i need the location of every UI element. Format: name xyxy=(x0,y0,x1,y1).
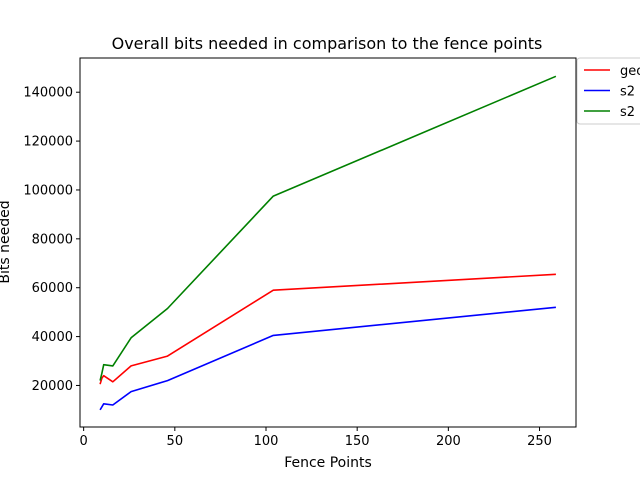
x-axis-label: Fence Points xyxy=(284,455,372,471)
x-tick-label: 50 xyxy=(167,434,184,449)
x-tick-label: 100 xyxy=(254,434,279,449)
y-tick-label: 140000 xyxy=(23,86,73,101)
series-line-2 xyxy=(99,306,556,411)
legend-label-1: geo xyxy=(620,64,640,79)
y-tick-label: 80000 xyxy=(32,232,73,247)
plot-frame xyxy=(79,57,577,428)
y-axis-label: Bits needed xyxy=(0,200,13,283)
x-tick-label: 150 xyxy=(345,434,370,449)
x-tick-label: 250 xyxy=(527,434,552,449)
legend: geo s2 s2 xyxy=(576,57,640,125)
y-tick-label: 100000 xyxy=(23,183,73,198)
y-tick-label: 20000 xyxy=(32,379,73,394)
series-line-3 xyxy=(99,75,557,381)
x-tick-label: 0 xyxy=(80,434,88,449)
y-tick-label: 120000 xyxy=(23,135,73,150)
legend-label-3: s2 xyxy=(620,105,635,120)
legend-label-2: s2 xyxy=(620,85,635,100)
chart-title: Overall bits needed in comparison to the… xyxy=(112,34,543,53)
y-tick-label: 40000 xyxy=(32,330,73,345)
y-tick-label: 60000 xyxy=(32,281,73,296)
x-tick-label: 200 xyxy=(436,434,461,449)
series-line-1 xyxy=(99,273,556,385)
